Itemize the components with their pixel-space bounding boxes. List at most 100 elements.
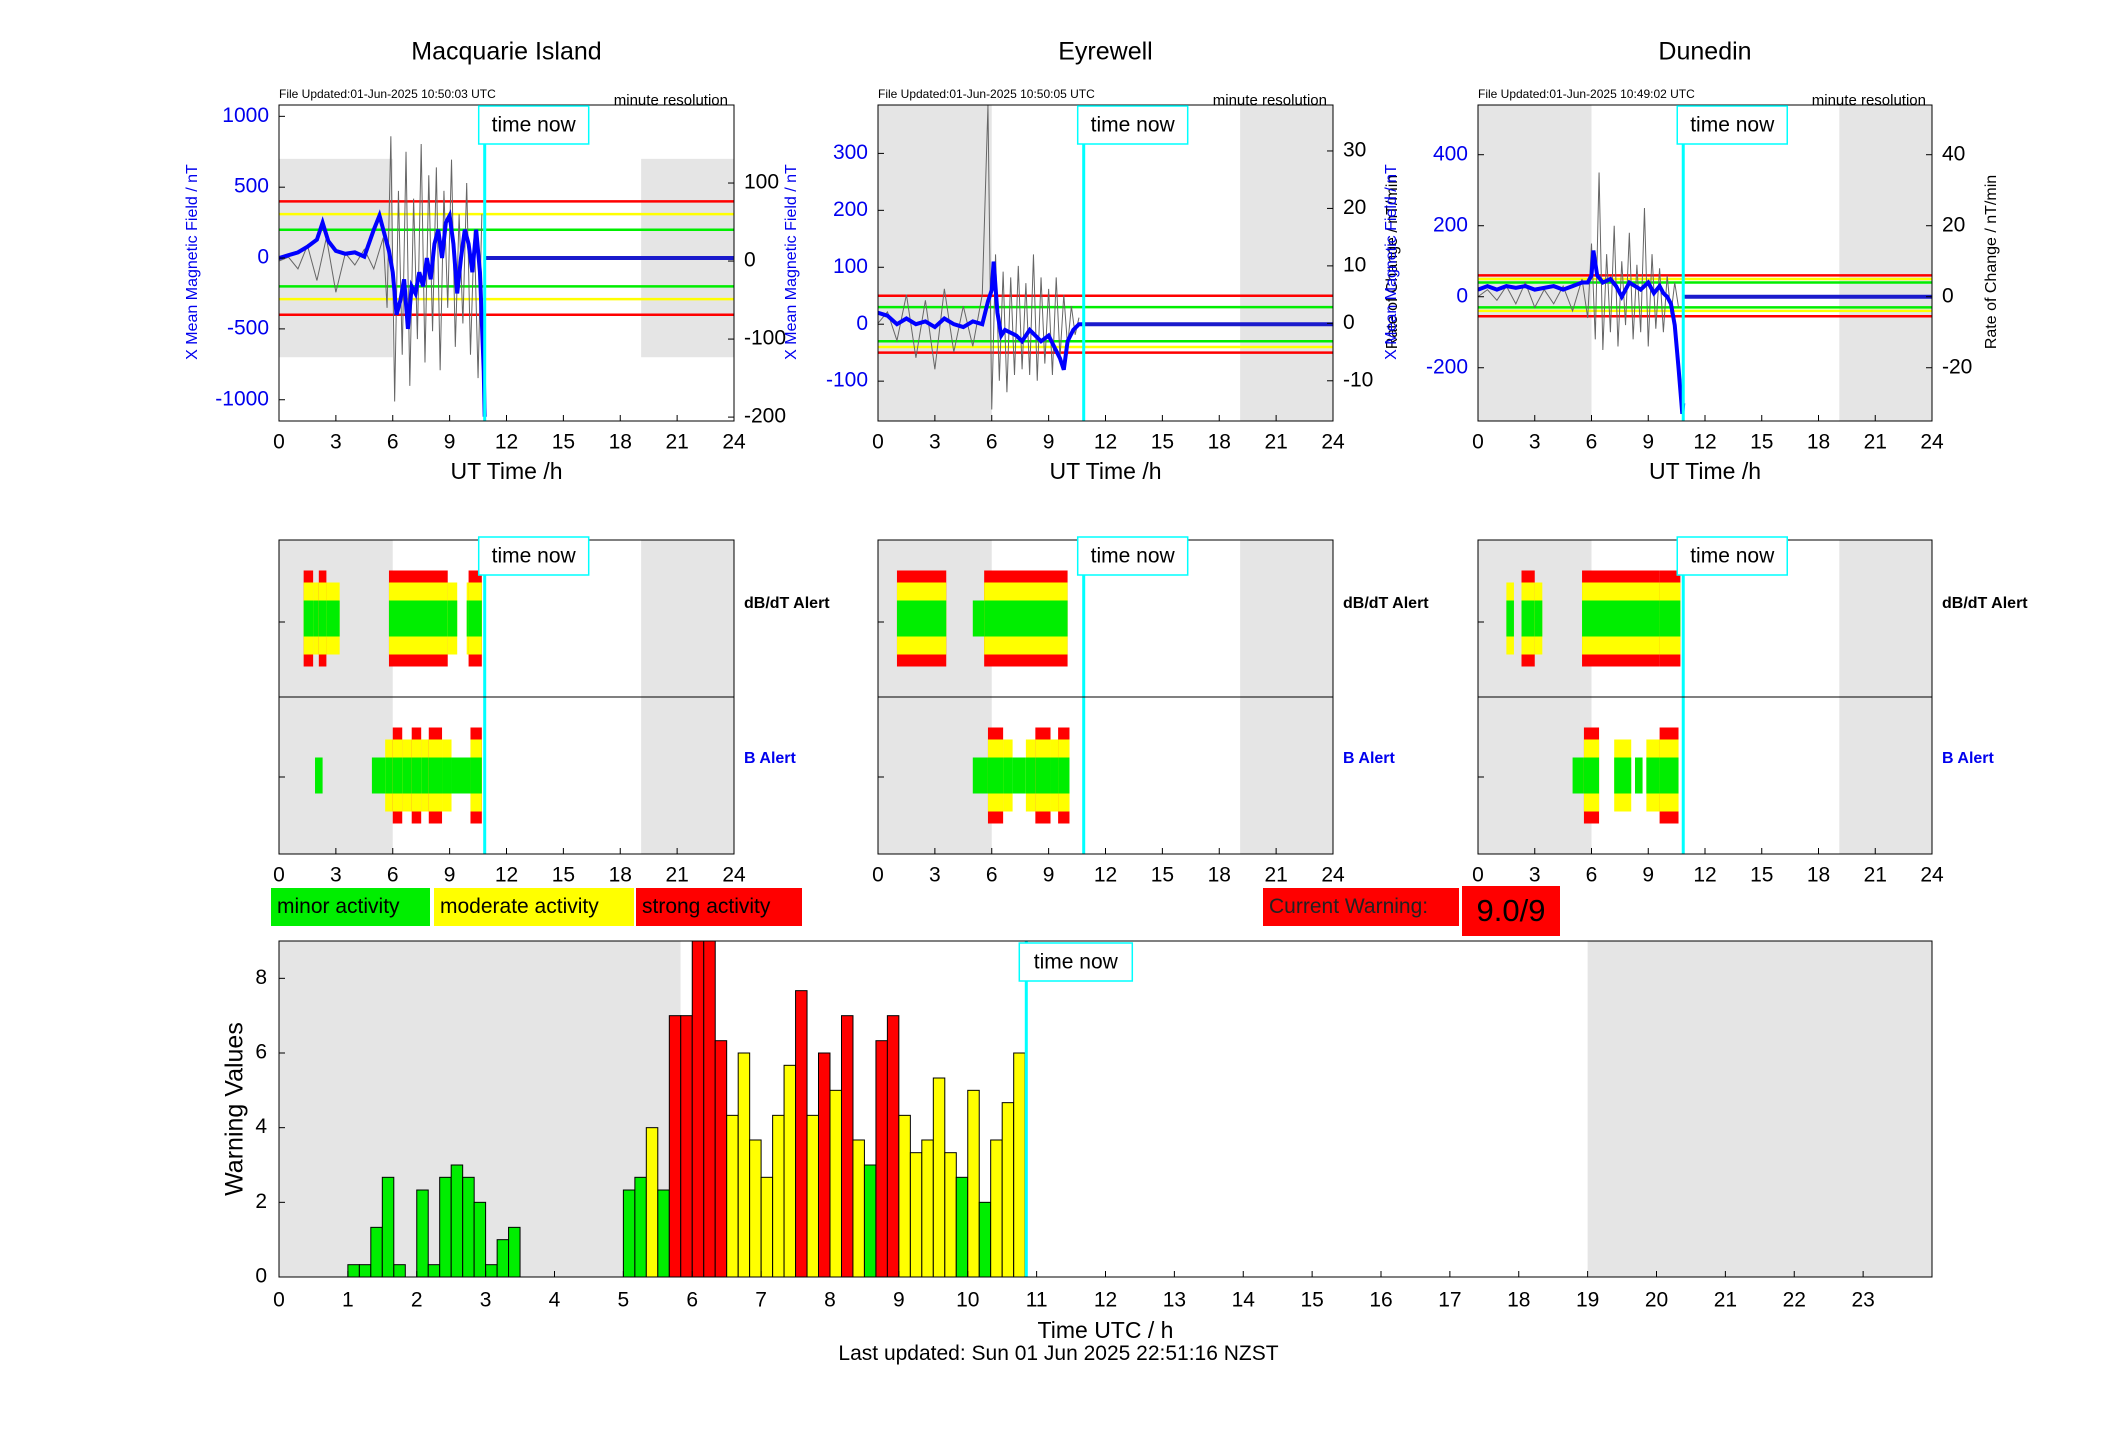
dbdt-alert-band-minor — [388, 600, 448, 637]
x-tick-label: 18 — [1507, 1289, 1530, 1312]
warning-bar — [1013, 1052, 1026, 1278]
x-tick-label: 23 — [1851, 1289, 1874, 1312]
warning-bar — [749, 1139, 762, 1278]
x-tick-label: 24 — [722, 864, 746, 887]
y-tick-label-left: 400 — [1433, 142, 1468, 165]
x-tick-label: 24 — [1321, 864, 1345, 887]
x-tick-label: 6 — [387, 864, 399, 887]
y-axis-label-right: Rate of Change / nT/min — [1983, 175, 2000, 349]
night-shade — [1587, 941, 1932, 1277]
warning-bar — [898, 1114, 911, 1278]
b-alert-band-minor — [371, 757, 386, 794]
warning-bar — [450, 1164, 464, 1278]
x-tick-label: 0 — [273, 864, 285, 887]
legend-moderate-activity: moderate activity — [434, 888, 634, 926]
b-alert-band-minor — [1050, 757, 1059, 794]
b-alert-band-minor — [1025, 757, 1036, 794]
warning-bar — [691, 940, 705, 1278]
b-alert-band-minor — [987, 757, 1004, 794]
warning-bar — [944, 1152, 957, 1278]
resolution-text: minute resolution — [1213, 92, 1327, 109]
night-shade — [1839, 105, 1932, 421]
y-tick-label-left: 1000 — [222, 104, 269, 127]
b-alert-band-minor — [428, 757, 443, 794]
night-shade — [1478, 105, 1592, 421]
x-tick-label: 18 — [1208, 431, 1231, 454]
x-tick-label: 15 — [552, 431, 575, 454]
warning-bar — [462, 1176, 475, 1278]
dbdt-alert-band-minor — [984, 600, 1068, 637]
x-tick-label: 0 — [872, 864, 884, 887]
mean-field-series — [878, 261, 1084, 371]
panel-plot-area — [279, 105, 734, 421]
x-tick-label: 9 — [1642, 864, 1654, 887]
y-tick-label-left: -500 — [227, 316, 269, 339]
y-tick-label-right: 20 — [1942, 213, 1965, 236]
resolution-text: minute resolution — [614, 92, 728, 109]
x-tick-label: 13 — [1163, 1289, 1186, 1312]
warning-bar — [817, 1052, 831, 1278]
x-tick-label: 24 — [1321, 431, 1345, 454]
warning-bar — [427, 1264, 441, 1278]
warning-bar — [955, 1176, 969, 1278]
y-axis-label-left: X Mean Magnetic Field / nT — [783, 164, 800, 360]
x-tick-label: 0 — [273, 1289, 285, 1312]
x-tick-label: 21 — [665, 864, 688, 887]
y-axis-label-right: Rate of Change / nT/min — [1384, 175, 1401, 349]
b-alert-band-minor — [1058, 757, 1070, 794]
warning-bar — [886, 1015, 900, 1278]
b-alert-band-minor — [451, 757, 471, 794]
y-tick-label: 0 — [255, 1265, 267, 1288]
x-axis-label: Time UTC / h — [1038, 1317, 1174, 1343]
time-now-top-label: time now — [1690, 114, 1775, 137]
x-axis-label: UT Time /h — [450, 458, 562, 484]
dbdt-alert-label: dB/dT Alert — [744, 595, 830, 612]
x-tick-label: 6 — [986, 864, 998, 887]
time-now-histogram-label: time now — [1034, 951, 1119, 974]
x-tick-label: 21 — [1714, 1289, 1737, 1312]
x-tick-label: 3 — [929, 864, 941, 887]
dbdt-alert-label: dB/dT Alert — [1343, 595, 1429, 612]
time-now-alert-label: time now — [492, 545, 577, 568]
x-tick-label: 15 — [1300, 1289, 1323, 1312]
x-tick-label: 6 — [686, 1289, 698, 1312]
x-tick-label: 16 — [1369, 1289, 1392, 1312]
y-tick-label-right: 30 — [1343, 139, 1366, 162]
last-updated-text: Last updated: Sun 01 Jun 2025 22:51:16 N… — [838, 1342, 1279, 1365]
y-tick-label-right: -200 — [744, 405, 786, 428]
warning-bar — [737, 1052, 751, 1278]
warning-bar — [347, 1264, 360, 1278]
x-tick-label: 12 — [1094, 431, 1117, 454]
time-now-top-box — [1076, 105, 1189, 145]
y-tick-label-right: 20 — [1343, 196, 1366, 219]
warning-bar — [852, 1139, 865, 1278]
y-tick-label-right: -10 — [1343, 368, 1373, 391]
b-alert-band-minor — [1012, 757, 1026, 794]
b-alert-band-minor — [1035, 757, 1051, 794]
warning-bar — [358, 1264, 372, 1278]
warning-bar — [909, 1152, 923, 1278]
x-tick-label: 0 — [1472, 864, 1484, 887]
x-tick-label: 0 — [1472, 431, 1484, 454]
x-tick-label: 3 — [929, 431, 941, 454]
x-tick-label: 15 — [1151, 864, 1174, 887]
warning-bar — [485, 1264, 498, 1278]
b-alert-band-minor — [385, 757, 393, 794]
warning-bar — [978, 1201, 992, 1278]
y-tick-label-left: 500 — [234, 175, 269, 198]
b-alert-band-minor — [315, 757, 323, 794]
warning-bar — [393, 1264, 406, 1278]
x-tick-label: 12 — [495, 864, 518, 887]
x-tick-label: 9 — [893, 1289, 905, 1312]
warning-bar — [760, 1176, 774, 1278]
panel-plot-area — [1478, 105, 1932, 421]
x-tick-label: 3 — [480, 1289, 492, 1312]
b-alert-band-minor — [411, 757, 422, 794]
x-tick-label: 3 — [330, 431, 342, 454]
time-now-alert-box — [1676, 536, 1788, 576]
dbdt-alert-band-minor — [972, 600, 985, 637]
y-tick-label-left: 200 — [833, 198, 868, 221]
y-tick-label-left: -200 — [1426, 355, 1468, 378]
night-shade — [279, 158, 393, 358]
warning-bar — [416, 1189, 429, 1278]
